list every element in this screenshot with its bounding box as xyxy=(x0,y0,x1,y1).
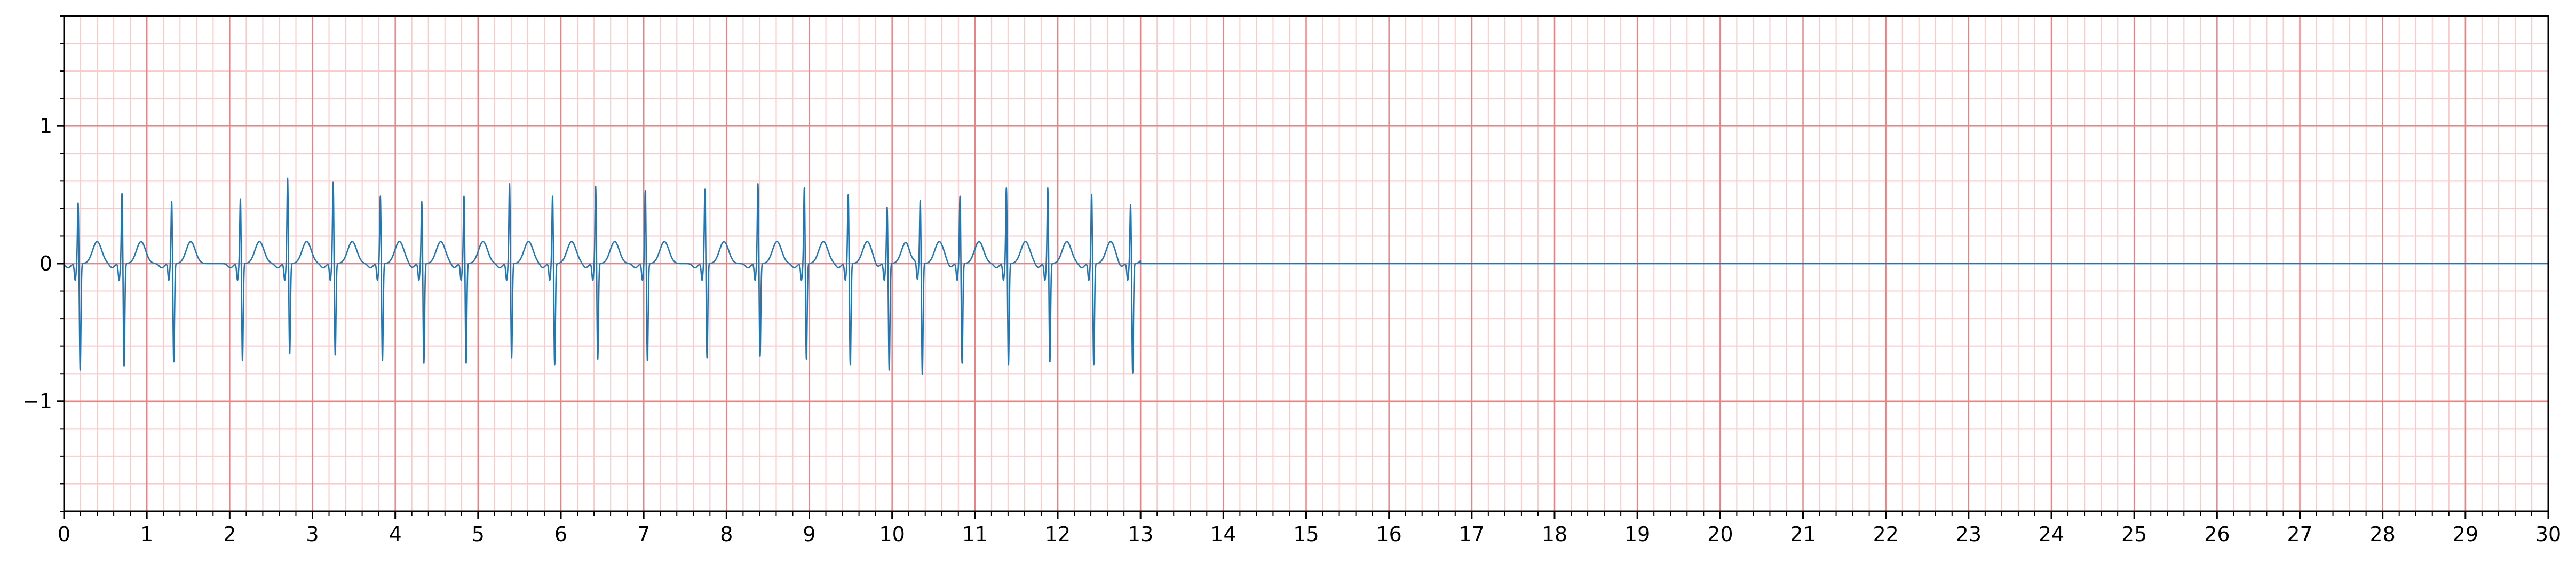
x-tick-label: 15 xyxy=(1293,522,1319,546)
x-axis-ticks: 0 1 2 3 4 5 6 7 8 9 10 11 12 13 14 15 16 17 18 19 20 21 22 23 24… xyxy=(58,511,2561,546)
x-tick-label: 8 xyxy=(720,522,733,546)
x-tick-label: 24 xyxy=(2039,522,2064,546)
x-tick-label: 9 xyxy=(803,522,815,546)
x-tick-label: 27 xyxy=(2287,522,2312,546)
x-tick-label: 28 xyxy=(2369,522,2395,546)
x-tick-label: 5 xyxy=(472,522,485,546)
x-tick-label: 3 xyxy=(306,522,319,546)
x-tick-label: 12 xyxy=(1045,522,1071,546)
y-tick-label: −1 xyxy=(22,390,52,413)
x-tick-label: 17 xyxy=(1459,522,1485,546)
y-tick-label: 0 xyxy=(39,252,52,275)
x-tick-label: 4 xyxy=(389,522,402,546)
x-tick-label: 0 xyxy=(58,522,70,546)
x-tick-label: 2 xyxy=(223,522,236,546)
x-tick-label: 21 xyxy=(1790,522,1816,546)
x-tick-label: 13 xyxy=(1128,522,1153,546)
x-tick-label: 25 xyxy=(2121,522,2147,546)
x-tick-label: 22 xyxy=(1873,522,1898,546)
ecg-signal-line xyxy=(64,177,2549,375)
x-tick-label: 10 xyxy=(879,522,905,546)
x-tick-label: 30 xyxy=(2535,522,2561,546)
x-tick-label: 29 xyxy=(2453,522,2478,546)
x-tick-label: 6 xyxy=(554,522,567,546)
y-axis-ticks: −1 0 1 xyxy=(22,15,64,512)
x-tick-label: 18 xyxy=(1542,522,1567,546)
x-tick-label: 26 xyxy=(2204,522,2230,546)
x-tick-label: 11 xyxy=(962,522,988,546)
x-tick-label: 16 xyxy=(1376,522,1401,546)
x-tick-label: 7 xyxy=(637,522,650,546)
x-tick-label: 1 xyxy=(140,522,153,546)
y-tick-label: 1 xyxy=(39,114,52,138)
x-tick-label: 20 xyxy=(1707,522,1733,546)
x-tick-label: 23 xyxy=(1956,522,1981,546)
x-tick-label: 14 xyxy=(1210,522,1236,546)
x-tick-label: 19 xyxy=(1624,522,1650,546)
